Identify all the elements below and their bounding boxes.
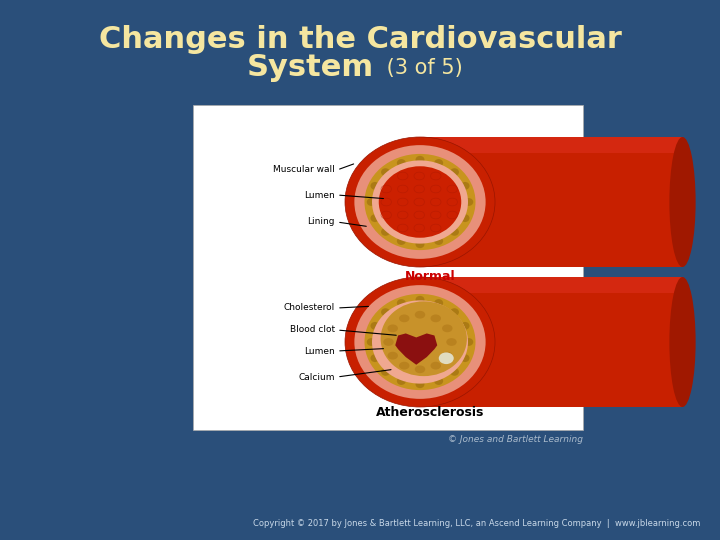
Text: Changes in the Cardiovascular: Changes in the Cardiovascular [99, 25, 621, 55]
Ellipse shape [415, 296, 425, 303]
Ellipse shape [415, 311, 426, 319]
Ellipse shape [381, 228, 390, 236]
Ellipse shape [415, 366, 426, 373]
Ellipse shape [461, 214, 469, 222]
Ellipse shape [387, 325, 398, 332]
Bar [193, 105, 583, 430]
Ellipse shape [415, 240, 425, 248]
Ellipse shape [371, 182, 379, 190]
Text: (3 of 5): (3 of 5) [380, 58, 463, 78]
Ellipse shape [381, 368, 390, 376]
Ellipse shape [354, 145, 485, 259]
Ellipse shape [366, 338, 376, 346]
Ellipse shape [438, 353, 454, 364]
Ellipse shape [364, 154, 475, 250]
Ellipse shape [461, 182, 469, 190]
Polygon shape [420, 137, 683, 153]
Ellipse shape [399, 362, 410, 369]
Ellipse shape [372, 300, 468, 383]
Ellipse shape [371, 354, 379, 362]
Text: Blood clot: Blood clot [290, 326, 335, 334]
Ellipse shape [434, 237, 443, 245]
Ellipse shape [371, 322, 379, 330]
Ellipse shape [415, 380, 425, 388]
Polygon shape [420, 277, 683, 407]
Text: Copyright © 2017 by Jones & Bartlett Learning, LLC, an Ascend Learning Company  : Copyright © 2017 by Jones & Bartlett Lea… [253, 519, 700, 528]
Text: Normal: Normal [405, 271, 455, 284]
Ellipse shape [397, 159, 406, 167]
Ellipse shape [450, 168, 459, 176]
Text: System: System [246, 53, 374, 83]
Ellipse shape [670, 137, 696, 267]
Ellipse shape [397, 299, 406, 307]
Ellipse shape [446, 338, 456, 346]
Ellipse shape [415, 156, 425, 164]
Text: © Jones and Bartlett Learning: © Jones and Bartlett Learning [448, 435, 583, 444]
Ellipse shape [431, 314, 441, 322]
Polygon shape [420, 277, 683, 293]
Ellipse shape [450, 368, 459, 376]
Ellipse shape [387, 352, 398, 360]
Polygon shape [420, 137, 683, 267]
Ellipse shape [383, 338, 394, 346]
Text: Atherosclerosis: Atherosclerosis [376, 407, 484, 420]
Ellipse shape [381, 308, 390, 316]
Ellipse shape [379, 166, 462, 238]
Ellipse shape [434, 377, 443, 385]
Ellipse shape [434, 159, 443, 167]
Text: Muscular wall: Muscular wall [274, 165, 335, 174]
Text: Lumen: Lumen [305, 191, 335, 199]
Ellipse shape [381, 168, 390, 176]
Ellipse shape [381, 301, 467, 376]
Text: Cholesterol: Cholesterol [284, 303, 335, 313]
Ellipse shape [397, 377, 406, 385]
Ellipse shape [371, 214, 379, 222]
Ellipse shape [442, 325, 453, 332]
Ellipse shape [461, 322, 469, 330]
Ellipse shape [461, 354, 469, 362]
Ellipse shape [345, 137, 495, 267]
Polygon shape [395, 333, 437, 365]
Ellipse shape [345, 277, 495, 407]
Ellipse shape [434, 299, 443, 307]
Ellipse shape [399, 314, 410, 322]
Text: Lining: Lining [307, 218, 335, 226]
Ellipse shape [450, 228, 459, 236]
Ellipse shape [372, 160, 468, 244]
Ellipse shape [464, 338, 473, 346]
Ellipse shape [366, 198, 376, 206]
Ellipse shape [450, 308, 459, 316]
Ellipse shape [431, 362, 441, 369]
Text: Lumen: Lumen [305, 347, 335, 355]
Ellipse shape [442, 352, 453, 360]
Text: Calcium: Calcium [299, 373, 335, 381]
Ellipse shape [670, 277, 696, 407]
Ellipse shape [464, 198, 473, 206]
Ellipse shape [364, 294, 475, 390]
Ellipse shape [397, 237, 406, 245]
Ellipse shape [354, 285, 485, 399]
